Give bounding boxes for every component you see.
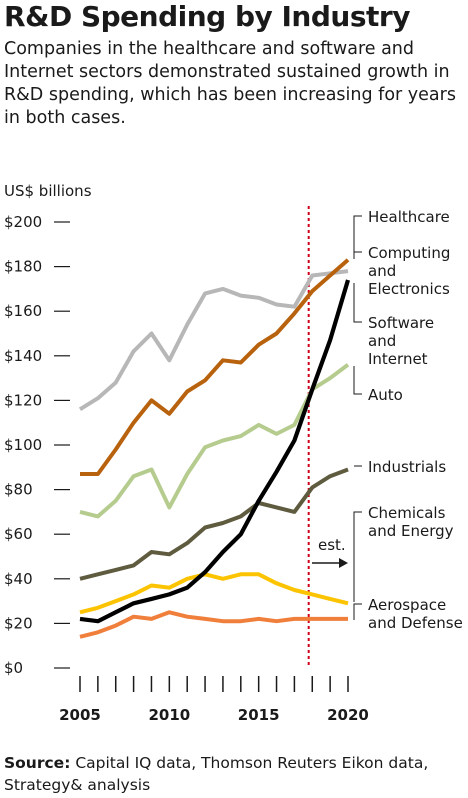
series-label: Computing [368,244,450,262]
leader-line [353,511,362,602]
estimate-label: est. [318,536,346,554]
series-label: and [368,262,396,280]
y-tick-label: $200 [4,213,42,231]
series-line-aerospace-and-defense [79,610,348,639]
source-label: Source: [4,754,71,772]
y-tick-label: $100 [4,436,42,454]
x-tick-label: 2015 [238,706,280,724]
series-line-chemicals-and-energy [79,572,349,615]
y-axis-label: US$ billions [4,182,92,200]
y-tick-label: $80 [4,481,33,499]
estimate-arrow-head [339,558,348,568]
series-line-auto [79,363,350,519]
series-label: Aerospace [368,596,446,614]
source-text: Capital IQ data, Thomson Reuters Eikon d… [4,754,429,794]
series-line-industrials [79,467,349,581]
y-tick-label: $120 [4,391,42,409]
leader-line [353,366,362,395]
x-tick-label: 2010 [148,706,190,724]
y-tick-label: $180 [4,258,42,276]
series-line-computing-and-electronics [80,258,350,476]
series-label: and Energy [368,522,454,540]
series-label: and Defense [368,614,463,632]
series-label: Auto [368,386,403,404]
chart-title: R&D Spending by Industry [4,0,410,33]
leader-line [353,283,362,323]
chart-subtitle: Companies in the healthcare and software… [4,39,456,128]
series-label: Internet [368,350,428,368]
series-line-software-and-internet [79,279,351,624]
source-note: Source: Capital IQ data, Thomson Reuters… [4,752,464,796]
y-tick-label: $140 [4,347,42,365]
y-tick-label: $60 [4,525,33,543]
y-tick-label: $20 [4,614,33,632]
y-tick-label: $40 [4,570,33,588]
series-label: Software [368,314,434,332]
x-tick-label: 2005 [59,706,101,724]
series-line-healthcare [78,269,349,411]
series-label: Electronics [368,280,450,298]
series-label: and [368,332,396,350]
x-tick-label: 2020 [327,706,369,724]
y-tick-label: $160 [4,302,42,320]
leader-line [353,603,362,620]
line-chart: US$ billions $0 $20 $40 $60 $80 $100 $120 $140 $1… [4,182,463,724]
series-label: Healthcare [368,208,450,226]
series-label: Chemicals [368,504,446,522]
y-tick-label: $0 [4,659,23,677]
series-label: Industrials [368,458,446,476]
leader-line [353,215,362,259]
